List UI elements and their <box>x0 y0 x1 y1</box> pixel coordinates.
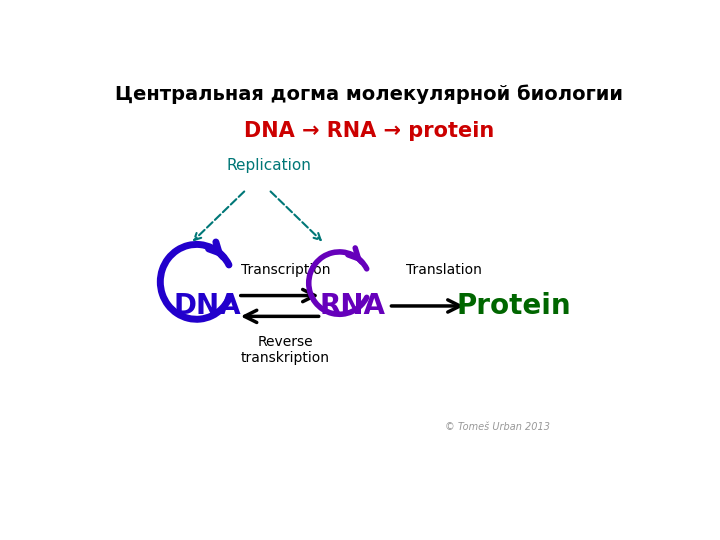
Text: DNA: DNA <box>174 292 241 320</box>
Text: RNA: RNA <box>319 292 385 320</box>
Text: Transcription: Transcription <box>240 263 330 277</box>
Text: Центральная догма молекулярной биологии: Центральная догма молекулярной биологии <box>115 84 623 104</box>
Text: DNA → RNA → protein: DNA → RNA → protein <box>244 122 494 141</box>
Text: Translation: Translation <box>406 263 482 277</box>
Text: © Tomeš Urban 2013: © Tomeš Urban 2013 <box>445 422 550 431</box>
Text: Protein: Protein <box>456 292 572 320</box>
Text: Reverse
transkription: Reverse transkription <box>240 335 330 365</box>
Text: Replication: Replication <box>226 158 311 173</box>
